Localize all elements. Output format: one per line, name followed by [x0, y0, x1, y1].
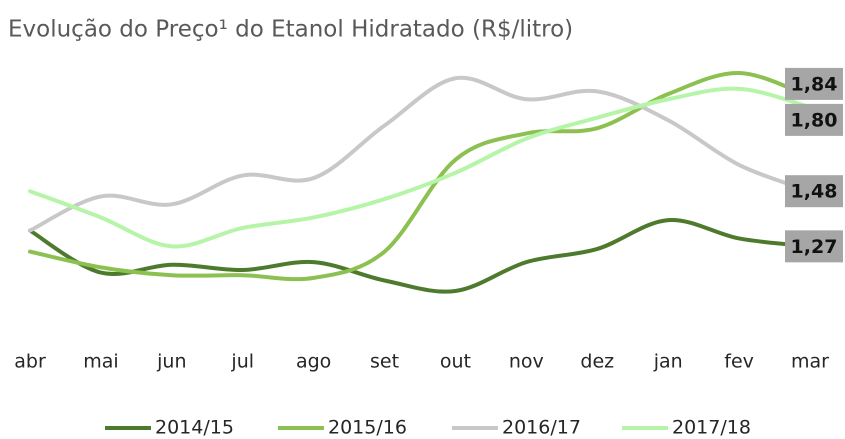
x-tick-label: jul — [230, 351, 254, 373]
x-tick-label: set — [370, 351, 399, 373]
series-line — [28, 70, 812, 282]
legend-label: 2016/17 — [502, 417, 581, 439]
value-label-box — [785, 103, 843, 136]
x-tick-label: out — [440, 351, 471, 373]
chart-title: Evolução do Preço¹ do Etanol Hidratado (… — [8, 17, 573, 43]
value-label: 1,80 — [791, 109, 838, 131]
value-label: 1,84 — [791, 73, 838, 95]
x-tick-label: ago — [296, 351, 331, 373]
x-tick-label: dez — [580, 351, 614, 373]
series-line — [28, 86, 812, 249]
series-line — [28, 218, 812, 294]
series-line — [28, 75, 812, 233]
value-label: 1,27 — [791, 236, 838, 258]
x-tick-label: fev — [724, 351, 754, 373]
legend-label: 2015/16 — [328, 417, 407, 439]
value-label-box — [785, 67, 843, 100]
value-label-box — [785, 175, 843, 208]
x-tick-label: jan — [653, 351, 683, 373]
x-tick-label: jun — [156, 351, 186, 373]
value-label: 1,48 — [791, 181, 838, 203]
x-tick-label: mai — [83, 351, 118, 373]
x-tick-label: nov — [509, 351, 544, 373]
legend-label: 2014/15 — [155, 417, 234, 439]
value-label-box — [785, 230, 843, 263]
x-tick-label: mar — [791, 351, 829, 373]
x-tick-label: abr — [14, 351, 46, 373]
legend-label: 2017/18 — [672, 417, 751, 439]
